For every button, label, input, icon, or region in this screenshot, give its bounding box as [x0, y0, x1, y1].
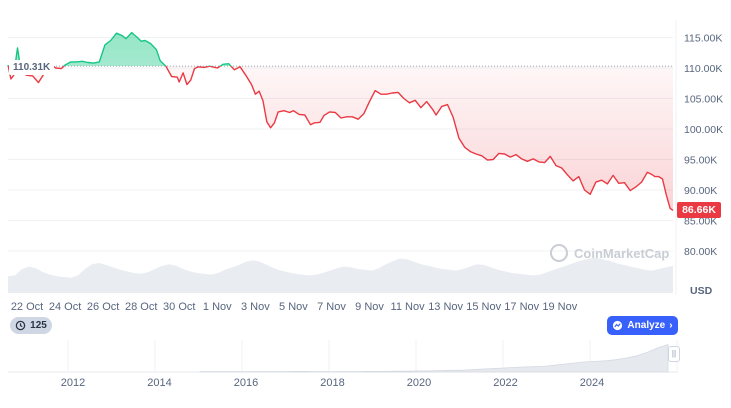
navigator-area: [199, 344, 669, 373]
analyze-button-label: Analyze: [627, 320, 666, 331]
navigator-tick-label: 2018: [320, 377, 344, 389]
y-axis-unit: USD: [690, 285, 713, 297]
x-tick-label: 22 Oct: [11, 301, 43, 313]
range-badge[interactable]: 125: [10, 317, 52, 334]
y-tick-label: 100.00K: [684, 124, 723, 136]
x-tick-label: 19 Nov: [542, 301, 577, 313]
y-tick-label: 110.00K: [684, 63, 722, 75]
x-tick-label: 17 Nov: [504, 301, 539, 313]
chevron-right-icon: ›: [669, 320, 673, 331]
price-line-down: [7, 66, 674, 211]
price-area-fill: [8, 32, 673, 211]
navigator-tick-label: 2014: [147, 377, 171, 389]
navigator-tick-label: 2022: [493, 377, 517, 389]
x-tick-label: 1 Nov: [203, 301, 232, 313]
x-tick-label: 13 Nov: [428, 301, 463, 313]
x-tick-label: 24 Oct: [49, 301, 81, 313]
y-axis: 115.00K 110.00K 105.00K 100.00K 95.00K 90.00K…: [684, 33, 723, 259]
reference-price-label: 110.31K: [9, 60, 55, 75]
price-series: [7, 31, 674, 211]
y-tick-label: 85.00K: [684, 216, 717, 228]
navigator-tick-label: 2024: [580, 377, 604, 389]
navigator-tick-label: 2016: [234, 377, 258, 389]
range-badge-label: 125: [30, 320, 47, 331]
x-tick-label: 3 Nov: [241, 301, 270, 313]
history-icon: [15, 320, 26, 331]
area-above-reference: [8, 32, 673, 67]
x-tick-label: 7 Nov: [317, 301, 346, 313]
analyze-button[interactable]: Analyze ›: [607, 316, 678, 335]
x-axis: 22 Oct 24 Oct 26 Oct 28 Oct 30 Oct 1 Nov 3 Nov…: [11, 301, 578, 313]
navigator-chart[interactable]: 2012 2014 2016 2018 2020 2022 2024: [8, 340, 678, 389]
current-price-label: 86.66K: [677, 202, 721, 218]
navigator-tick-label: 2012: [61, 377, 85, 389]
area-below-reference: [8, 66, 673, 211]
coinmarketcap-logo-icon: [550, 244, 568, 262]
x-tick-label: 30 Oct: [163, 301, 195, 313]
y-tick-label: 90.00K: [684, 185, 717, 197]
price-line-up: [7, 31, 241, 67]
x-tick-label: 9 Nov: [355, 301, 384, 313]
watermark-text: CoinMarketCap: [574, 246, 669, 261]
volume-shape: [8, 257, 673, 293]
y-tick-label: 105.00K: [684, 94, 723, 106]
analyze-icon: [613, 320, 623, 331]
x-tick-label: 15 Nov: [466, 301, 501, 313]
x-tick-label: 28 Oct: [125, 301, 157, 313]
x-tick-label: 26 Oct: [87, 301, 119, 313]
y-tick-label: 95.00K: [684, 155, 717, 167]
y-tick-label: 115.00K: [684, 33, 722, 45]
coinmarketcap-watermark: CoinMarketCap: [550, 244, 669, 262]
navigator-tick-label: 2020: [407, 377, 431, 389]
volume-area: [8, 257, 673, 293]
y-tick-label: 80.00K: [684, 246, 717, 258]
x-tick-label: 11 Nov: [391, 301, 426, 313]
x-tick-label: 5 Nov: [279, 301, 308, 313]
navigator-drag-handle[interactable]: ||: [668, 346, 680, 362]
